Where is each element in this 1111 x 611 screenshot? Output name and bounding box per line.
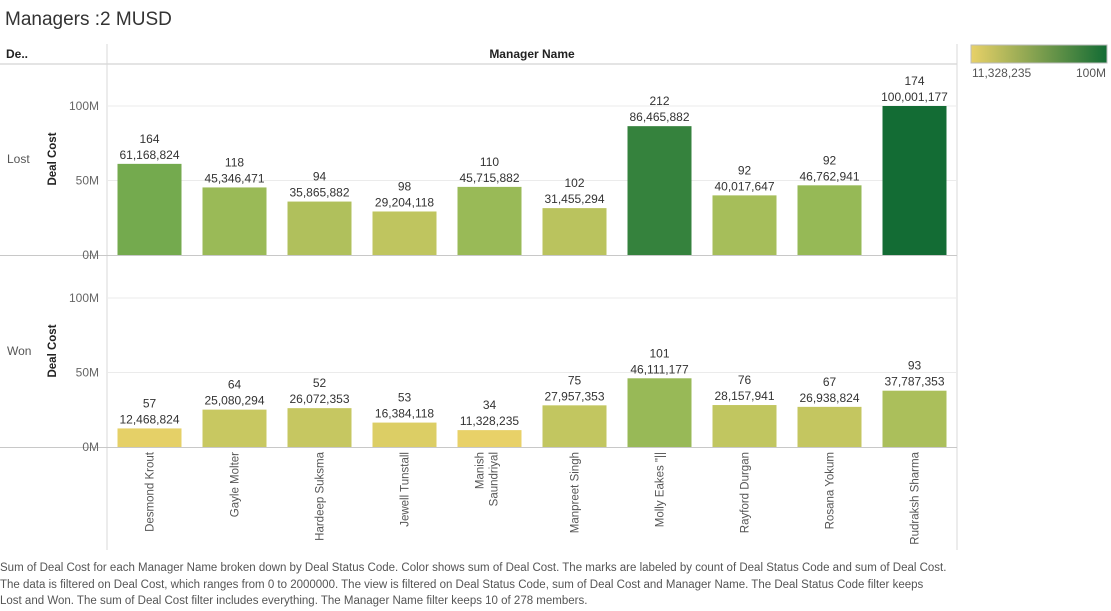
pane-won: 0M 50M 100M Won Deal Cost 57 12,468,824 64 25,08… bbox=[7, 291, 957, 454]
bar[interactable] bbox=[372, 211, 437, 255]
category-label: Gayle Molter bbox=[230, 452, 242, 517]
bar-value-label: 27,957,353 bbox=[544, 389, 604, 403]
bar[interactable] bbox=[542, 208, 607, 255]
bar-value-label: 11,328,235 bbox=[460, 414, 519, 428]
bar[interactable] bbox=[202, 409, 267, 447]
legend-max-label: 100M bbox=[1076, 66, 1106, 80]
bar-count-label: 92 bbox=[823, 153, 837, 167]
pane-lost: 0M 50M 100M Lost Deal Cost 164 61,168,824 118 45… bbox=[7, 74, 957, 262]
bar-count-label: 118 bbox=[225, 155, 244, 169]
bar[interactable] bbox=[797, 185, 862, 255]
bar-count-label: 110 bbox=[480, 155, 499, 169]
bar-value-label: 12,468,824 bbox=[119, 412, 179, 426]
bar-value-label: 25,080,294 bbox=[204, 394, 264, 408]
bar[interactable] bbox=[542, 405, 607, 447]
bar-count-label: 76 bbox=[738, 373, 752, 387]
bar-value-label: 26,938,824 bbox=[799, 391, 859, 405]
bar-count-label: 102 bbox=[564, 176, 584, 190]
y-tick-label: 100M bbox=[69, 99, 99, 113]
legend-gradient-bar bbox=[970, 44, 1108, 64]
bar-count-label: 174 bbox=[904, 74, 924, 88]
bar-count-label: 164 bbox=[139, 132, 159, 146]
legend-min-label: 11,328,235 bbox=[972, 66, 1031, 80]
bar-value-label: 35,865,882 bbox=[289, 186, 349, 200]
bar-value-label: 100,001,177 bbox=[881, 90, 948, 104]
bar[interactable] bbox=[117, 163, 182, 255]
bar-value-label: 46,111,177 bbox=[630, 362, 689, 376]
category-label: Desmond Krout bbox=[145, 451, 157, 532]
chart-caption: Sum of Deal Cost for each Manager Name b… bbox=[0, 562, 947, 607]
bar[interactable] bbox=[287, 408, 352, 447]
y-tick-label: 0M bbox=[82, 248, 99, 262]
bar[interactable] bbox=[882, 105, 947, 255]
bar[interactable] bbox=[797, 406, 862, 447]
row-label-won: Won bbox=[7, 344, 31, 358]
category-label: Rudraksh Sharma bbox=[910, 451, 922, 544]
bar[interactable] bbox=[627, 126, 692, 255]
category-label: Manpreet Singh bbox=[570, 452, 582, 533]
y-tick-label: 100M bbox=[69, 291, 99, 305]
bar-count-label: 92 bbox=[738, 163, 752, 177]
bar-count-label: 67 bbox=[823, 375, 837, 389]
bar-value-label: 45,346,471 bbox=[204, 171, 264, 185]
chart-title: Managers :2 MUSD bbox=[5, 9, 172, 30]
bar-value-label: 29,204,118 bbox=[375, 195, 434, 209]
y-axis-title: Deal Cost bbox=[47, 132, 59, 185]
bar[interactable] bbox=[202, 187, 267, 255]
bar-value-label: 28,157,941 bbox=[714, 389, 774, 403]
bar-count-label: 212 bbox=[649, 94, 669, 108]
category-label: Manish bbox=[475, 452, 487, 489]
color-legend: 11,328,235 100M bbox=[970, 44, 1108, 80]
column-header: Manager Name bbox=[489, 47, 575, 61]
bar-value-label: 45,715,882 bbox=[459, 171, 519, 185]
bar-value-label: 16,384,118 bbox=[375, 407, 434, 421]
bar[interactable] bbox=[627, 378, 692, 447]
category-label: Jewell Tunstall bbox=[400, 452, 412, 527]
bar-count-label: 57 bbox=[143, 396, 157, 410]
y-tick-label: 50M bbox=[76, 366, 99, 380]
category-label: Saundriyal bbox=[489, 452, 501, 506]
bar[interactable] bbox=[287, 201, 352, 255]
bar-value-label: 46,762,941 bbox=[799, 169, 859, 183]
category-label: Hardeep Suksma bbox=[315, 451, 327, 540]
bar-count-label: 98 bbox=[398, 179, 412, 193]
category-label: Molly Eakes "|| bbox=[655, 452, 667, 527]
bar-count-label: 93 bbox=[908, 359, 922, 373]
bar-value-label: 86,465,882 bbox=[629, 110, 689, 124]
bar-count-label: 34 bbox=[483, 398, 497, 412]
bar-value-label: 31,455,294 bbox=[544, 192, 604, 206]
bar[interactable] bbox=[712, 405, 777, 447]
bar-value-label: 61,168,824 bbox=[119, 148, 179, 162]
bar[interactable] bbox=[457, 186, 522, 255]
y-tick-label: 50M bbox=[76, 174, 99, 188]
bar-value-label: 26,072,353 bbox=[289, 392, 349, 406]
bar-count-label: 101 bbox=[649, 346, 669, 360]
bar-count-label: 64 bbox=[228, 378, 242, 392]
bar[interactable] bbox=[457, 430, 522, 447]
bar-value-label: 40,017,647 bbox=[714, 179, 774, 193]
y-tick-label: 0M bbox=[82, 440, 99, 454]
row-header: De.. bbox=[6, 47, 28, 61]
row-label-lost: Lost bbox=[7, 152, 30, 166]
category-label: Rosana Yokum bbox=[825, 452, 837, 529]
bar-count-label: 52 bbox=[313, 376, 327, 390]
bar[interactable] bbox=[117, 428, 182, 447]
bar-value-label: 37,787,353 bbox=[884, 375, 944, 389]
bar[interactable] bbox=[882, 390, 947, 447]
category-label: Rayford Durgan bbox=[740, 452, 752, 533]
y-axis-title: Deal Cost bbox=[47, 324, 59, 377]
bar-count-label: 75 bbox=[568, 373, 582, 387]
bar[interactable] bbox=[372, 422, 437, 447]
bar-count-label: 94 bbox=[313, 170, 327, 184]
bar-count-label: 53 bbox=[398, 391, 412, 405]
bar[interactable] bbox=[712, 195, 777, 255]
